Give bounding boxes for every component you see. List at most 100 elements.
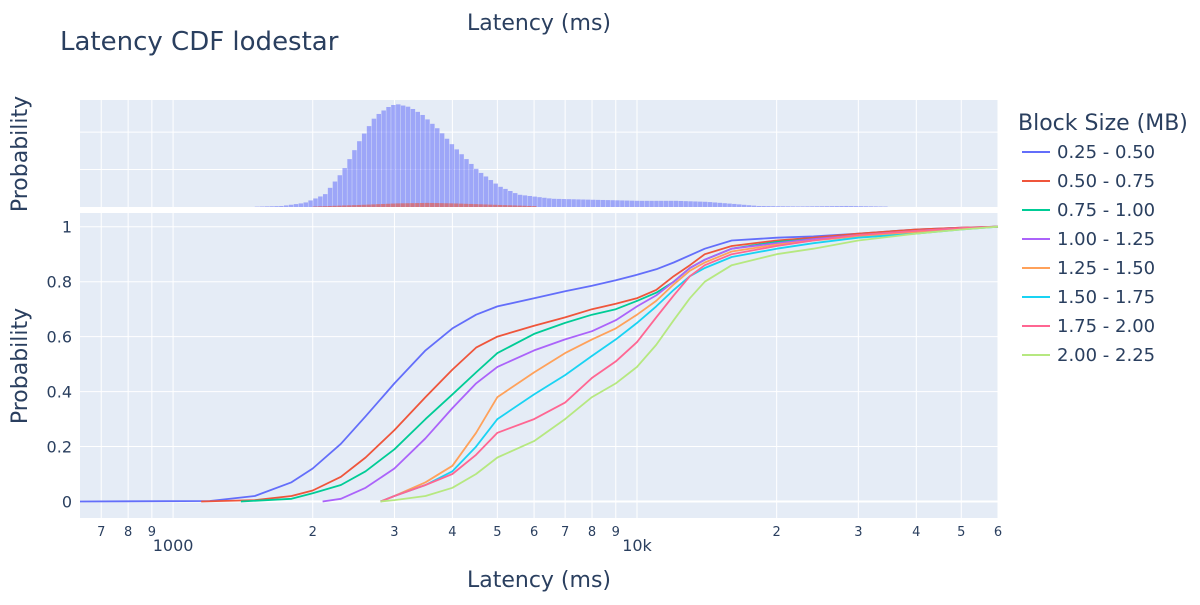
histogram-bar — [674, 201, 678, 207]
histogram-bar — [601, 200, 605, 207]
legend-item[interactable]: 1.50 - 1.75 — [1022, 287, 1155, 308]
legend-item[interactable]: 1.00 - 1.25 — [1022, 229, 1155, 250]
histogram-bar — [454, 203, 458, 207]
histogram-bar — [527, 206, 531, 207]
histogram-bar — [776, 206, 780, 207]
legend-item[interactable]: 0.25 - 0.50 — [1022, 142, 1155, 163]
histogram-bar — [542, 198, 546, 207]
histogram-bar — [376, 204, 380, 207]
histogram-bar — [440, 133, 444, 207]
histogram-bar — [625, 201, 629, 207]
histogram-bar — [493, 184, 497, 207]
x-major-tick-label: 1000 — [153, 536, 194, 555]
x-minor-tick-label: 2 — [309, 525, 317, 540]
histogram-bar — [352, 150, 356, 207]
histogram-bar — [493, 205, 497, 207]
histogram-bar — [669, 201, 673, 207]
histogram-bar — [357, 141, 361, 207]
histogram-bar — [405, 203, 409, 207]
histogram-bar — [347, 159, 351, 207]
histogram-bar — [284, 205, 288, 207]
y-tick-label: 0.8 — [47, 273, 72, 292]
histogram-bar — [439, 203, 443, 207]
histogram-bar — [489, 180, 493, 207]
legend-item[interactable]: 0.75 - 1.00 — [1022, 200, 1155, 221]
histogram-bar — [547, 198, 551, 207]
histogram-bar — [484, 176, 488, 207]
histogram-bar — [591, 200, 595, 207]
histogram-bar — [732, 204, 736, 207]
histogram-bar — [503, 189, 507, 207]
histogram-bar — [459, 154, 463, 207]
histogram-bar — [630, 201, 634, 207]
histogram-bar — [649, 201, 653, 207]
histogram-bar — [450, 144, 454, 207]
histogram-bar — [693, 201, 697, 207]
histogram-bar — [606, 200, 610, 207]
histogram-bar — [371, 204, 375, 207]
histogram-bar — [498, 187, 502, 207]
histogram-bar — [362, 134, 366, 207]
histogram-bar — [464, 159, 468, 207]
legend-item[interactable]: 0.50 - 0.75 — [1022, 171, 1155, 192]
histogram-bar — [308, 200, 312, 207]
x-minor-tick-label: 3 — [390, 525, 398, 540]
x-minor-tick-label: 3 — [854, 525, 862, 540]
legend-item[interactable]: 2.00 - 2.25 — [1022, 345, 1155, 366]
histogram-bar — [361, 205, 365, 207]
histogram-bar — [664, 201, 668, 207]
legend-title: Block Size (MB) — [1018, 111, 1188, 136]
histogram-bar — [537, 197, 541, 207]
histogram-bar — [411, 109, 415, 207]
legend[interactable]: Block Size (MB) 0.25 - 0.500.50 - 0.750.… — [1018, 111, 1188, 366]
histogram-bar — [839, 206, 843, 207]
histogram-bar — [581, 200, 585, 207]
histogram-bar — [381, 110, 385, 207]
histogram-bar — [430, 203, 434, 207]
legend-label: 0.75 - 1.00 — [1057, 200, 1155, 221]
histogram-bar — [820, 206, 824, 207]
legend-item[interactable]: 1.25 - 1.50 — [1022, 258, 1155, 279]
legend-items[interactable]: 0.25 - 0.50 0.50 - 0.75 0.75 - 1.00 1.00 - … — [1022, 142, 1155, 366]
histogram-bar — [435, 128, 439, 207]
histogram-bar — [498, 205, 502, 207]
histogram-bar — [786, 206, 790, 207]
legend-label: 1.50 - 1.75 — [1057, 287, 1155, 308]
chart-title: Latency CDF lodestar — [60, 27, 339, 57]
histogram-bar — [562, 199, 566, 207]
histogram-bar — [781, 206, 785, 207]
histogram-bar — [727, 204, 731, 207]
histogram-bar — [586, 200, 590, 207]
histogram-bar — [791, 206, 795, 207]
histogram-bar — [757, 206, 761, 207]
histogram-bar — [342, 205, 346, 207]
histogram-bar — [352, 205, 356, 207]
legend-item[interactable]: 1.75 - 2.00 — [1022, 316, 1155, 337]
histogram-bar — [576, 199, 580, 207]
legend-label: 0.50 - 0.75 — [1057, 171, 1155, 192]
histogram-bar — [615, 200, 619, 207]
histogram-bar — [523, 195, 527, 207]
histogram-bar — [747, 205, 751, 207]
histogram-bar — [391, 204, 395, 207]
histogram-bar — [430, 124, 434, 207]
x-major-tick-label: 10k — [622, 536, 652, 555]
y-tick-label: 1 — [62, 218, 72, 237]
histogram-bar — [644, 201, 648, 207]
y-tick-labels: 00.20.40.60.81 — [47, 218, 72, 512]
histogram-bar — [303, 202, 307, 207]
histogram-bar — [713, 202, 717, 207]
histogram-bar — [869, 206, 873, 207]
histogram-bar — [859, 206, 863, 207]
histogram-bar — [479, 173, 483, 207]
histogram-bar — [688, 201, 692, 207]
histogram-bar — [610, 200, 614, 207]
histogram-bar — [864, 206, 868, 207]
histogram-bar — [322, 206, 326, 207]
histogram-bar — [844, 206, 848, 207]
histogram-bar — [299, 203, 303, 207]
histogram-bar — [815, 206, 819, 207]
histogram-bar — [478, 204, 482, 207]
y-tick-label: 0.6 — [47, 328, 72, 347]
